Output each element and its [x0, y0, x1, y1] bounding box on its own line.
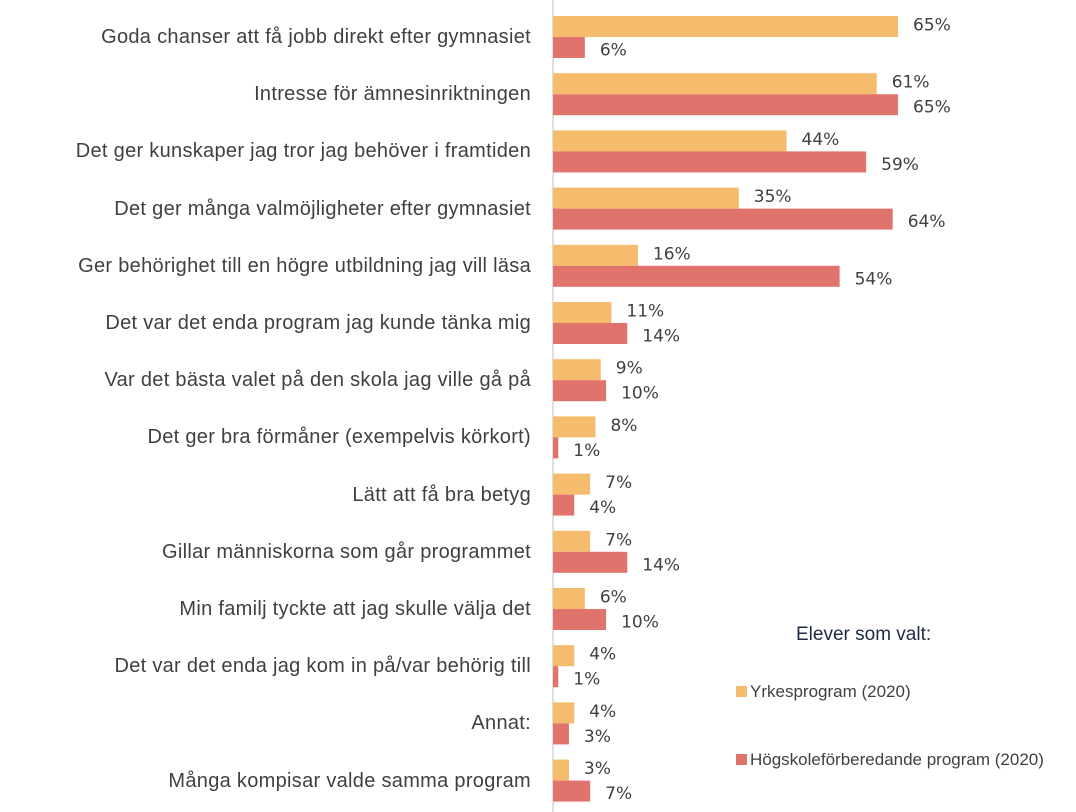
bar [553, 494, 575, 516]
bar [553, 73, 877, 95]
bar [553, 530, 591, 552]
data-label: 59% [881, 155, 919, 175]
category-label: Min familj tyckte att jag skulle välja d… [179, 598, 531, 620]
bar [553, 359, 601, 381]
data-label: 35% [754, 187, 792, 207]
data-label: 4% [589, 702, 616, 722]
legend-label: Yrkesprogram (2020) [750, 682, 911, 701]
category-label: Var det bästa valet på den skola jag vil… [104, 369, 531, 392]
bar [553, 265, 840, 287]
data-label: 10% [621, 384, 659, 404]
bar [553, 187, 739, 209]
legend-swatch [736, 686, 747, 697]
data-label: 10% [621, 613, 659, 633]
bar [553, 94, 898, 116]
category-label: Annat: [471, 712, 531, 735]
data-label: 16% [653, 244, 691, 264]
bar [553, 416, 596, 438]
category-label: Intresse för ämnesinriktningen [254, 83, 531, 106]
data-label: 11% [626, 302, 664, 322]
data-label: 3% [584, 727, 611, 747]
bar [553, 437, 559, 459]
category-label: Ger behörighet till en högre utbildning … [78, 254, 531, 277]
legend-swatch [736, 754, 747, 765]
data-label: 4% [589, 498, 616, 518]
bar [553, 588, 585, 609]
bar [553, 323, 628, 344]
bar [553, 380, 607, 402]
bar [553, 302, 612, 323]
category-label: Det var det enda program jag kunde tänka… [105, 312, 531, 334]
data-label: 44% [802, 130, 840, 150]
category-label: Goda chanser att få jobb direkt efter gy… [101, 26, 531, 48]
bar [553, 645, 575, 667]
data-label: 3% [584, 759, 611, 779]
data-label: 14% [642, 327, 680, 347]
bar [553, 244, 638, 266]
data-label: 54% [855, 269, 893, 289]
category-label: Det ger bra förmåner (exempelvis körkort… [147, 426, 531, 449]
data-label: 65% [913, 16, 951, 36]
bar [553, 16, 898, 37]
category-label: Många kompisar valde samma program [168, 769, 531, 792]
bar [553, 702, 575, 724]
data-label: 1% [573, 670, 600, 690]
data-label: 7% [605, 530, 632, 550]
category-label: Det ger kunskaper jag tror jag behöver i… [75, 140, 531, 163]
bar [553, 473, 591, 495]
bar [553, 609, 607, 630]
data-label: 4% [589, 645, 616, 665]
bar [553, 666, 559, 688]
data-label: 1% [573, 441, 600, 461]
bar [553, 780, 591, 802]
category-label: Gillar människorna som går programmet [162, 540, 531, 563]
data-label: 65% [913, 98, 951, 118]
bar [553, 130, 787, 152]
data-label: 9% [616, 359, 643, 379]
data-label: 6% [600, 588, 627, 608]
bar [553, 37, 585, 58]
data-label: 7% [605, 473, 632, 493]
category-label: Lätt att få bra betyg [352, 483, 531, 506]
bar [553, 151, 867, 173]
data-label: 8% [610, 416, 637, 436]
legend-label: Högskoleförberedande program (2020) [750, 750, 1044, 769]
bar [553, 208, 893, 230]
data-label: 14% [642, 555, 680, 575]
data-label: 64% [908, 212, 946, 232]
bar [553, 723, 569, 745]
legend-title: Elever som valt: [796, 624, 932, 645]
bar [553, 759, 569, 781]
bar [553, 551, 628, 573]
data-label: 7% [605, 784, 632, 804]
data-label: 6% [600, 41, 627, 61]
category-label: Det var det enda jag kom in på/var behör… [114, 655, 531, 678]
category-label: Det ger många valmöjligheter efter gymna… [114, 197, 531, 220]
data-label: 61% [892, 73, 930, 93]
